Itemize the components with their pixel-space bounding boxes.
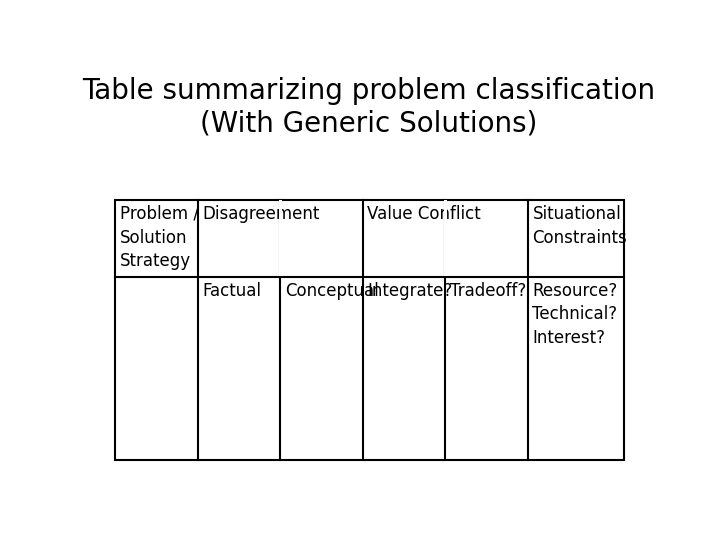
Bar — [115, 200, 624, 460]
Bar — [279, 200, 282, 276]
Text: Factual: Factual — [202, 282, 261, 300]
Text: Disagreement: Disagreement — [202, 205, 320, 223]
Text: Table summarizing problem classification
(With Generic Solutions): Table summarizing problem classification… — [82, 77, 656, 138]
Text: Value Conflict: Value Conflict — [367, 205, 481, 223]
Text: Problem /
Solution
Strategy: Problem / Solution Strategy — [120, 205, 199, 270]
Text: Situational
Constraints: Situational Constraints — [533, 205, 627, 247]
Bar — [444, 200, 447, 276]
Text: Conceptual: Conceptual — [284, 282, 379, 300]
Text: Resource?
Technical?
Interest?: Resource? Technical? Interest? — [533, 282, 618, 347]
Text: Integrate?: Integrate? — [367, 282, 453, 300]
Text: Tradeoff?: Tradeoff? — [450, 282, 526, 300]
